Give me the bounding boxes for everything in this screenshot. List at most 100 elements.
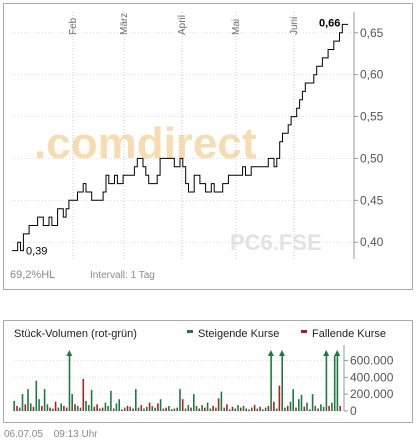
volume-bar — [253, 405, 256, 411]
volume-bar — [228, 409, 231, 411]
price-chart: .comdirect PC6.FSE Feb März April Mai Juni 0… — [12, 12, 384, 259]
volume-bar — [173, 408, 176, 411]
volume-grid — [14, 359, 344, 412]
price-tick-label: 0,50 — [360, 151, 384, 165]
volume-bar — [16, 405, 18, 411]
volume-bar — [43, 389, 46, 411]
volume-bar — [18, 407, 21, 411]
volume-bar — [223, 407, 225, 411]
volume-bar — [217, 398, 220, 411]
volume-bar — [286, 405, 289, 411]
volume-bar — [79, 407, 82, 411]
volume-bar — [273, 401, 275, 411]
volume-bars — [13, 350, 341, 411]
volume-bar — [195, 405, 198, 411]
volume-tick-label: 600.000 — [350, 353, 394, 367]
volume-bar — [190, 407, 192, 411]
volume-bar — [135, 389, 137, 411]
footer-date: 06.07.05 — [4, 429, 43, 440]
volume-bar — [110, 390, 112, 411]
month-label: April — [177, 15, 188, 35]
volume-bar — [132, 408, 134, 411]
price-line — [12, 23, 348, 252]
volume-bar — [295, 407, 297, 411]
volume-bar — [13, 400, 15, 411]
volume-bar — [101, 407, 104, 411]
volume-bar — [118, 399, 120, 411]
volume-bar — [96, 404, 98, 411]
volume-bar — [215, 407, 217, 411]
volume-bar — [267, 405, 270, 411]
month-labels: Feb März April Mai Juni — [68, 13, 300, 35]
volume-bar — [201, 405, 203, 411]
volume-bar — [281, 352, 283, 411]
volume-bar — [162, 408, 165, 411]
volume-bar — [289, 401, 292, 411]
volume-bar — [38, 399, 40, 411]
volume-tick-label: 400.000 — [350, 370, 394, 384]
volume-title: Stück-Volumen (rot-grün) — [14, 328, 137, 340]
legend-up-swatch — [187, 330, 193, 333]
volume-bar — [259, 406, 261, 411]
volume-bar — [76, 405, 79, 411]
volume-bar — [99, 408, 101, 411]
volume-bar — [148, 402, 151, 411]
volume-chart-panel: Stück-Volumen (rot-grün) Steigende Kurse… — [3, 320, 413, 423]
volume-bar — [242, 405, 245, 411]
volume-bar — [333, 355, 336, 411]
volume-bar — [212, 405, 214, 411]
volume-bar — [129, 406, 131, 411]
volume-bar — [245, 408, 248, 411]
last-value-label: 0,66 — [319, 17, 340, 29]
volume-bar — [193, 394, 195, 411]
volume-bar — [143, 408, 145, 411]
volume-chart: Stück-Volumen (rot-grün) Steigende Kurse… — [13, 328, 394, 418]
volume-bar — [27, 389, 29, 411]
volume-bar — [298, 399, 300, 411]
legend-down-label: Fallende Kurse — [312, 328, 386, 340]
volume-bar — [74, 404, 76, 411]
footer-timestamp: 06.07.05 09:13 Uhr — [4, 429, 106, 440]
price-y-axis: 0,65 0,60 0,55 0,50 0,45 0,40 — [353, 12, 384, 259]
volume-bar — [220, 391, 223, 411]
volume-bar — [322, 406, 325, 411]
interval-info: Intervall: 1 Tag — [90, 270, 155, 281]
legend-up-label: Steigende Kurse — [198, 328, 279, 340]
price-tick-label: 0,40 — [360, 235, 384, 249]
hl-value: 69,2% — [10, 269, 42, 281]
volume-bar — [226, 404, 228, 411]
volume-bar — [237, 405, 239, 411]
volume-overflow-arrow — [267, 350, 274, 356]
volume-overflow-arrow — [279, 350, 285, 356]
volume-bar — [112, 408, 115, 411]
volume-bar — [126, 405, 129, 411]
price-tick-label: 0,55 — [360, 110, 384, 124]
volume-bar — [41, 405, 43, 411]
volume-bar — [311, 394, 314, 411]
volume-bar — [88, 405, 90, 411]
volume-bar — [181, 399, 184, 411]
volume-bar — [151, 405, 154, 411]
volume-bar — [154, 407, 156, 411]
volume-bar — [300, 395, 303, 411]
volume-bar — [107, 405, 109, 411]
volume-bar — [320, 404, 322, 411]
volume-bar — [184, 408, 187, 411]
hl-info: 69,2%HL — [10, 269, 55, 281]
volume-bar — [30, 403, 32, 411]
volume-bar — [24, 404, 27, 411]
month-label: Mai — [231, 19, 242, 35]
price-tick-label: 0,45 — [360, 193, 384, 207]
volume-bar — [123, 407, 126, 411]
volume-bar — [231, 406, 234, 411]
watermark-brand: .comdirect — [34, 119, 257, 168]
price-chart-panel: .comdirect PC6.FSE Feb März April Mai Juni 0… — [3, 3, 413, 290]
volume-bar — [68, 352, 71, 411]
volume-bar — [303, 406, 306, 411]
volume-bar — [262, 409, 264, 411]
volume-bar — [292, 389, 294, 411]
volume-bar — [251, 407, 253, 411]
volume-overflow-arrow — [323, 350, 330, 356]
volume-bar — [54, 401, 57, 411]
volume-bar — [306, 402, 308, 411]
